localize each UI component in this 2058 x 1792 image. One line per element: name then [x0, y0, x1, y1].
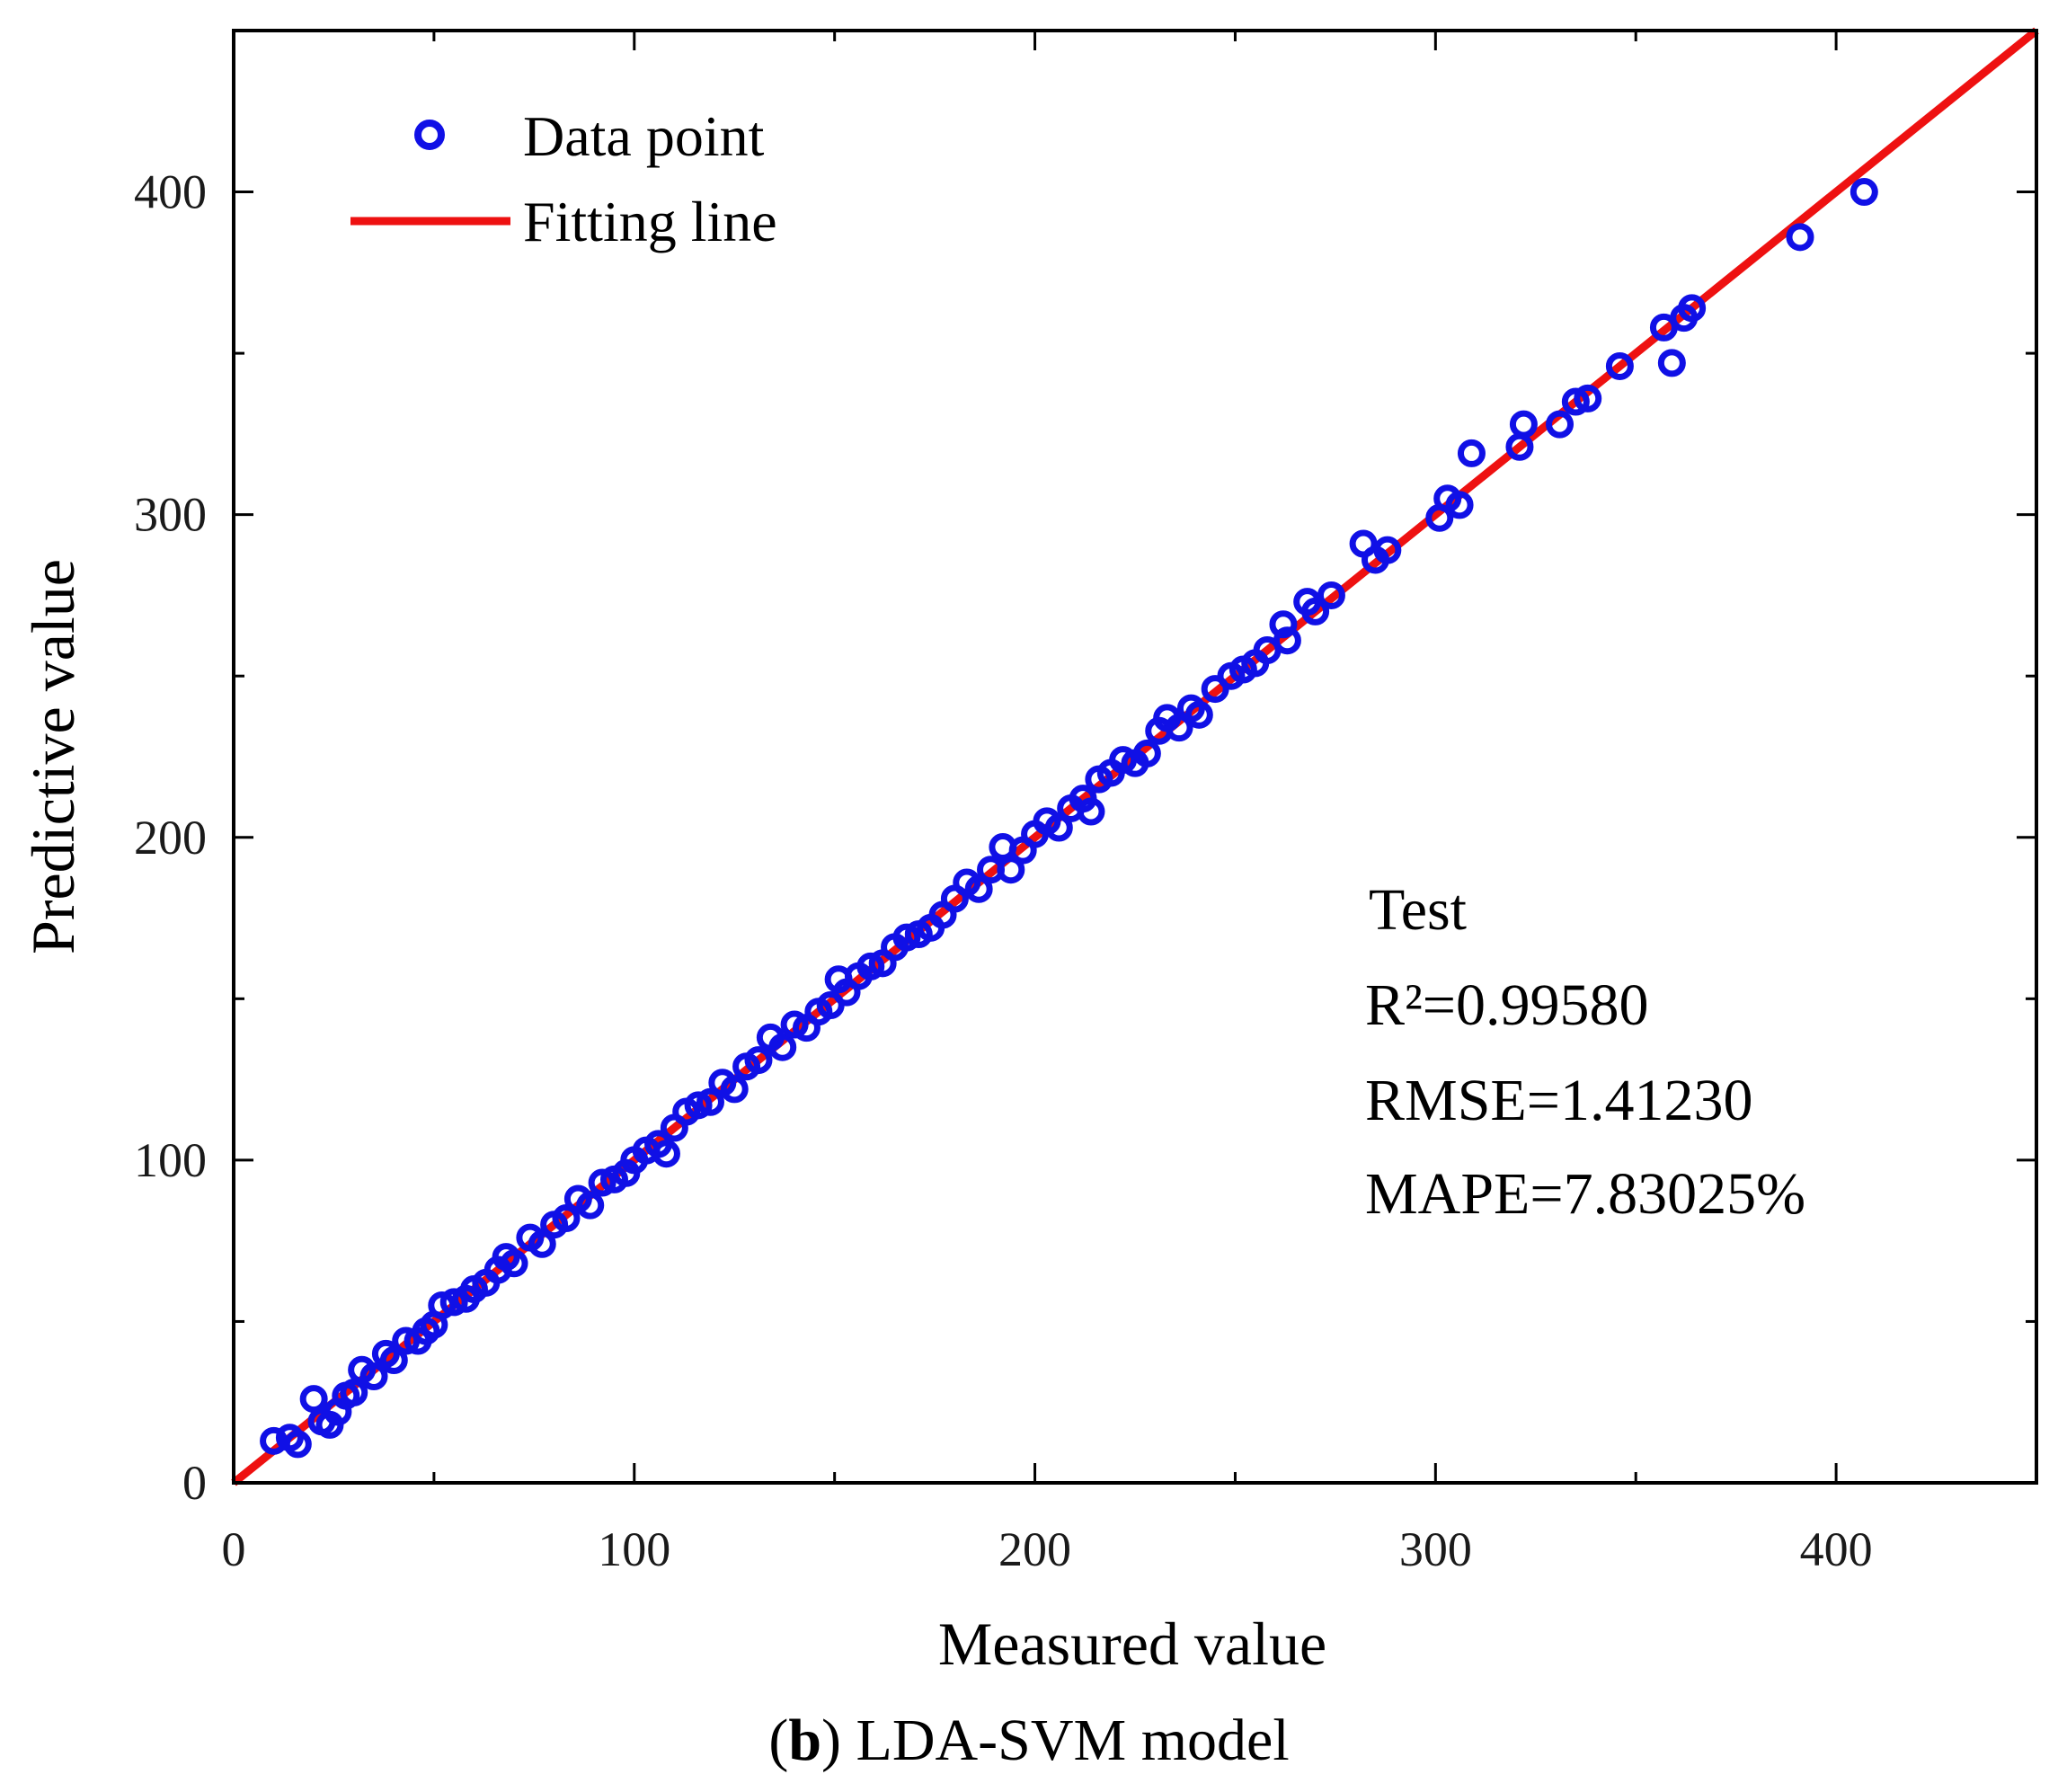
- data-point: [1109, 746, 1138, 775]
- caption-letter: b: [788, 1708, 821, 1773]
- data-point: [1077, 797, 1105, 826]
- caption-text: LDA-SVM model: [841, 1708, 1290, 1773]
- stats-annotation: Test R²=0.99580 RMSE=1.41230 MAPE=7.8302…: [1365, 877, 1805, 1227]
- data-points: [260, 178, 1878, 1459]
- data-point: [1561, 387, 1590, 416]
- x-tick-label: 100: [598, 1522, 670, 1576]
- y-tick-label: 200: [134, 811, 207, 865]
- data-point: [1546, 410, 1575, 439]
- y-tick-label: 100: [134, 1133, 207, 1187]
- legend-marker-data-point: [414, 120, 445, 150]
- data-point: [816, 991, 845, 1020]
- data-point: [1850, 178, 1878, 207]
- data-point: [1132, 739, 1161, 767]
- data-point: [439, 1288, 468, 1317]
- x-axis-title: Measured value: [938, 1610, 1326, 1678]
- data-point: [1201, 675, 1229, 704]
- data-point: [1509, 410, 1538, 439]
- data-point: [720, 1075, 749, 1104]
- plot-frame: [232, 29, 2038, 1485]
- data-point: [780, 1010, 809, 1039]
- data-point: [1457, 439, 1486, 467]
- data-point: [1165, 714, 1193, 742]
- data-point: [1373, 536, 1402, 564]
- stats-rmse: RMSE=1.41230: [1365, 1068, 1752, 1133]
- data-point: [768, 1033, 797, 1061]
- data-point: [696, 1087, 724, 1116]
- legend-label-fitting-line: Fitting line: [523, 190, 777, 253]
- data-point: [576, 1191, 605, 1220]
- legend-label-data-point: Data point: [523, 104, 765, 168]
- figure-caption: (b) LDA-SVM model: [768, 1708, 1289, 1773]
- data-point: [1273, 626, 1301, 655]
- stats-title: Test: [1369, 877, 1467, 943]
- x-tick-label: 400: [1800, 1522, 1873, 1576]
- x-tick-label: 300: [1399, 1522, 1472, 1576]
- data-point: [552, 1204, 581, 1233]
- data-point: [892, 923, 921, 952]
- data-point: [744, 1046, 773, 1075]
- data-point: [283, 1430, 312, 1459]
- caption-paren-open: (: [768, 1708, 788, 1773]
- data-point: [340, 1378, 368, 1406]
- data-point: [1574, 384, 1602, 413]
- y-tick-label: 300: [134, 488, 207, 542]
- tick-labels: 0 100 200 300 400 0 100 200 300 400: [134, 165, 1873, 1576]
- data-point: [1678, 294, 1707, 323]
- data-point: [1301, 597, 1330, 625]
- data-point: [997, 856, 1025, 884]
- data-point: [299, 1385, 328, 1414]
- data-point: [528, 1229, 556, 1258]
- data-point: [1269, 610, 1298, 639]
- y-tick-label: 400: [134, 165, 207, 219]
- stats-r2: R²=0.99580: [1365, 972, 1649, 1038]
- data-point: [652, 1140, 680, 1168]
- data-point: [428, 1291, 457, 1319]
- data-point: [1786, 223, 1814, 252]
- legend: Data point Fitting line: [350, 104, 777, 253]
- data-point: [1445, 491, 1474, 519]
- data-point: [684, 1091, 713, 1120]
- data-point: [379, 1346, 408, 1375]
- y-tick-label: 0: [182, 1456, 207, 1510]
- data-point: [964, 874, 993, 903]
- y-axis-title: Predictive value: [19, 559, 87, 954]
- data-point: [1317, 581, 1345, 609]
- data-point: [500, 1249, 528, 1278]
- data-point: [1184, 700, 1213, 729]
- caption-paren-close: ): [821, 1708, 841, 1773]
- data-point: [588, 1168, 617, 1197]
- data-point: [1605, 351, 1634, 380]
- data-point: [1044, 813, 1073, 842]
- x-tick-label: 200: [998, 1522, 1071, 1576]
- stats-mape: MAPE=7.83025%: [1365, 1161, 1805, 1227]
- data-point: [1657, 349, 1686, 377]
- data-point: [856, 952, 885, 980]
- x-tick-label: 0: [222, 1522, 246, 1576]
- data-point: [359, 1362, 388, 1390]
